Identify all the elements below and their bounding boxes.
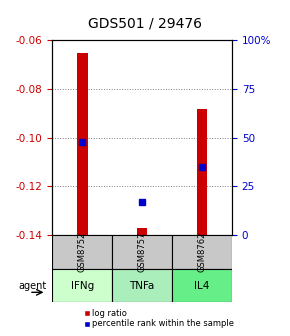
Bar bbox=[137, 228, 148, 235]
Text: agent: agent bbox=[18, 281, 46, 291]
Bar bbox=[112, 235, 172, 269]
Text: IL4: IL4 bbox=[194, 281, 210, 291]
Bar bbox=[52, 235, 112, 269]
Text: TNFa: TNFa bbox=[129, 281, 155, 291]
Text: GSM8757: GSM8757 bbox=[137, 232, 147, 272]
Bar bbox=[52, 269, 112, 302]
Text: GSM8752: GSM8752 bbox=[78, 232, 87, 272]
Bar bbox=[112, 269, 172, 302]
Text: GSM8762: GSM8762 bbox=[197, 232, 206, 272]
Bar bbox=[172, 269, 232, 302]
Bar bbox=[77, 52, 88, 235]
Legend: log ratio, percentile rank within the sample: log ratio, percentile rank within the sa… bbox=[81, 305, 238, 332]
Text: GDS501 / 29476: GDS501 / 29476 bbox=[88, 16, 202, 31]
Bar bbox=[172, 235, 232, 269]
Bar bbox=[197, 109, 207, 235]
Text: IFNg: IFNg bbox=[70, 281, 94, 291]
